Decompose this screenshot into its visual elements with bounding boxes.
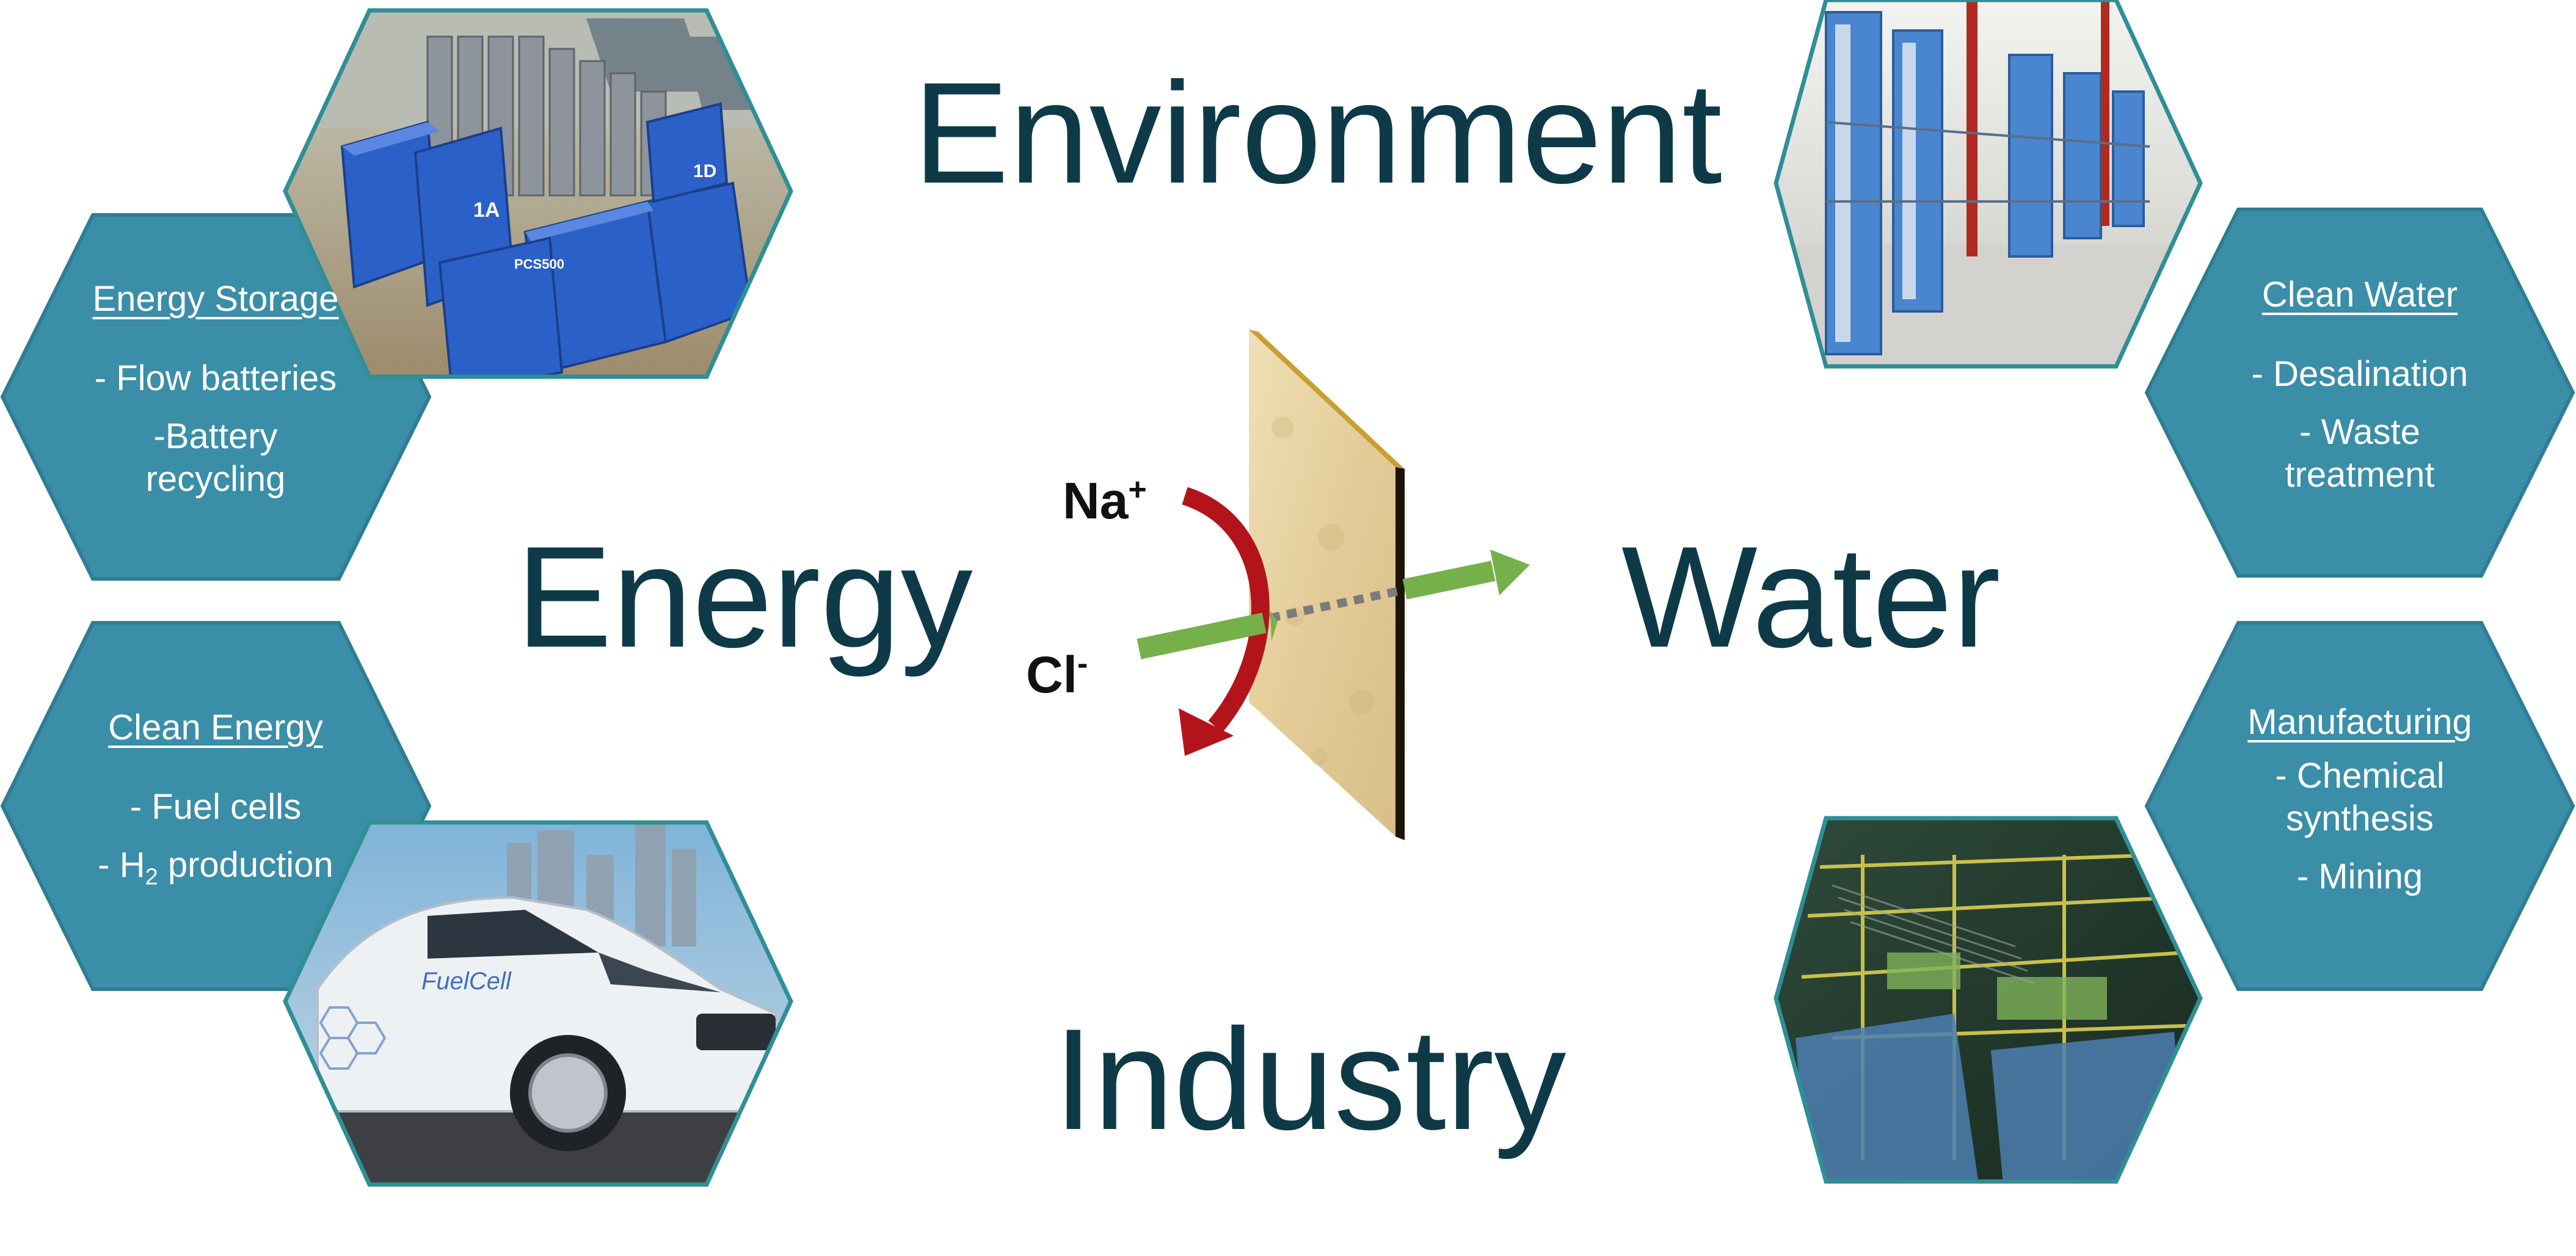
- manufacturing-item: - Chemical: [2275, 756, 2445, 796]
- manufacturing-text: Manufacturing - Chemical synthesis - Min…: [2189, 701, 2531, 898]
- clean-water-item: - Waste: [2299, 412, 2420, 452]
- rejected-ion-arrow: [1179, 487, 1270, 756]
- hexagon-clean-water: [2144, 208, 2575, 578]
- photo-water-treatment-plant: [1776, 0, 2200, 366]
- photo-fuel-cell-car: FuelCell: [285, 822, 791, 1185]
- photo-chemical-plant: [1776, 818, 2200, 1182]
- module-label-1d: 1D: [693, 161, 716, 181]
- module-label-1a: 1A: [473, 198, 500, 222]
- ion-transport-path: [1269, 587, 1400, 622]
- module-label-pcs500: PCS500: [514, 256, 564, 272]
- clean-energy-item: - Fuel cells: [129, 787, 302, 827]
- clean-water-item: - Desalination: [2251, 354, 2469, 394]
- clean-water-text: Clean Water - Desalination - Waste treat…: [2189, 274, 2531, 496]
- energy-storage-text: Energy Storage - Flow batteries -Battery…: [45, 278, 387, 501]
- ion-exchange-membrane: [1249, 330, 1405, 840]
- manufacturing-item: - Mining: [2296, 857, 2423, 896]
- energy-storage-item: - Flow batteries: [94, 358, 337, 398]
- chloride-ion-label: Cl-: [1026, 646, 1088, 703]
- transported-ion-arrow: [1137, 550, 1530, 659]
- energy-storage-item: -Battery: [153, 416, 278, 456]
- manufacturing-item: synthesis: [2286, 799, 2434, 838]
- sodium-ion-label: Na+: [1063, 472, 1147, 529]
- water-heading: Water: [1621, 517, 2001, 678]
- industry-heading: Industry: [1053, 999, 1566, 1160]
- environment-heading: Environment: [913, 53, 1722, 214]
- clean-energy-title: Clean Energy: [108, 708, 323, 747]
- energy-heading: Energy: [516, 517, 973, 678]
- energy-storage-title: Energy Storage: [92, 279, 339, 319]
- energy-storage-item: recycling: [145, 459, 286, 499]
- clean-water-title: Clean Water: [2261, 275, 2458, 314]
- clean-water-item: treatment: [2285, 455, 2435, 495]
- manufacturing-title: Manufacturing: [2247, 702, 2472, 742]
- car-fuelcell-logo: FuelCell: [421, 968, 512, 995]
- photo-flow-battery-facility: 1A 1D PCS500: [285, 10, 791, 377]
- hexagon-manufacturing: [2144, 621, 2575, 991]
- clean-energy-item: - H2 production: [98, 845, 333, 890]
- clean-energy-text: Clean Energy - Fuel cells - H2 productio…: [45, 706, 387, 890]
